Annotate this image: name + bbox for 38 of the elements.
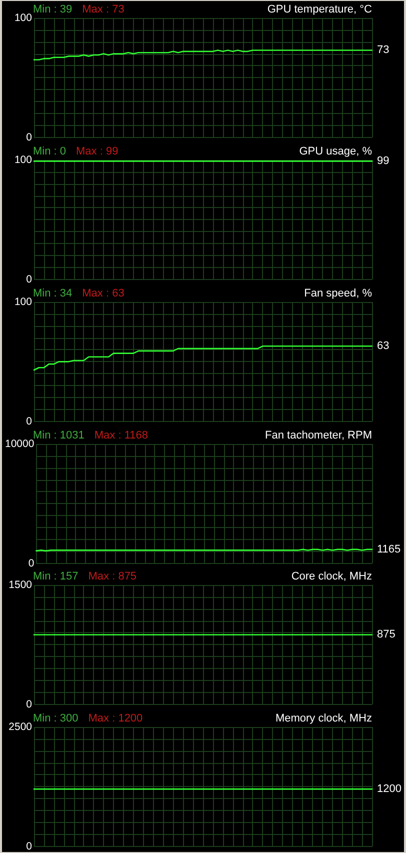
line-series — [33, 50, 373, 60]
y-tick-label: 0 — [26, 414, 32, 427]
data-label: 1200 — [377, 783, 402, 796]
chart-title: GPU temperature, °C — [267, 4, 372, 16]
y-tick-label: 0 — [26, 273, 32, 286]
chart-title: Core clock, MHz — [291, 570, 372, 583]
data-label: 73 — [377, 44, 390, 56]
text: Min : 0 — [33, 145, 66, 158]
text: Max : 99 — [76, 145, 118, 158]
text: Max : 1200 — [88, 712, 143, 725]
y-tick-label: 0 — [26, 840, 32, 852]
y-tick-label: 1500 — [8, 579, 32, 592]
chart-title: Memory clock, MHz — [275, 712, 372, 725]
y-tick-label: 100 — [14, 296, 32, 308]
data-label: 99 — [377, 155, 390, 168]
text: Min : 300 — [33, 712, 78, 725]
y-tick-label: 100 — [14, 154, 32, 166]
y-tick-label: 2500 — [8, 721, 32, 734]
text: Max : 1168 — [94, 429, 148, 441]
y-tick-label: 100 — [14, 12, 32, 24]
chart-title: Fan tachometer, RPM — [265, 429, 372, 441]
text: Max : 73 — [82, 4, 124, 16]
text: Min : 39 — [33, 4, 72, 16]
text: Max : 875 — [88, 570, 137, 583]
y-tick-label: 0 — [28, 556, 34, 569]
text: Min : 157 — [33, 570, 78, 583]
y-tick-label: 10000 — [4, 438, 34, 450]
data-label: 63 — [377, 340, 390, 352]
data-label: 1165 — [377, 542, 401, 555]
chart-title: GPU usage, % — [299, 145, 372, 158]
line-series — [33, 345, 373, 370]
chart-title: Fan speed, % — [304, 287, 372, 300]
text: Max : 63 — [82, 287, 124, 300]
y-tick-label: 0 — [26, 131, 32, 144]
y-tick-label: 0 — [26, 698, 32, 711]
text: Min : 34 — [33, 287, 72, 300]
data-label: 875 — [377, 629, 396, 642]
text: Min : 1031 — [33, 429, 84, 441]
